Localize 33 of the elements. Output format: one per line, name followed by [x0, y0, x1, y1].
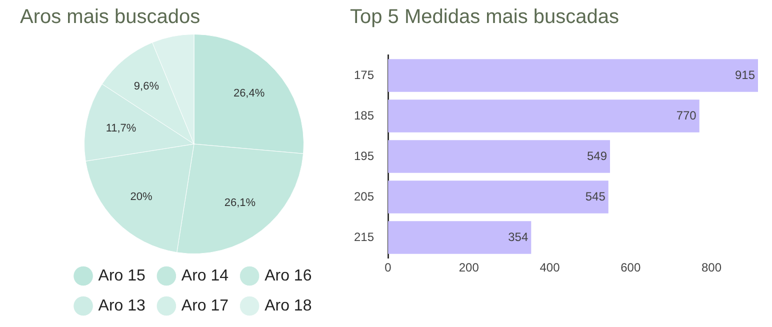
- data-label: 26,1%: [224, 196, 256, 209]
- bar: [388, 100, 700, 132]
- legend-label: Aro 15: [98, 267, 146, 284]
- bar: [388, 180, 608, 214]
- data-label: 915: [734, 68, 756, 82]
- legend-label: Aro 14: [181, 267, 229, 284]
- data-label: 26,4%: [233, 88, 265, 100]
- x-tick-label: 200: [458, 260, 480, 274]
- chart-title: Top 5 Medidas mais buscadas: [349, 5, 620, 30]
- x-tick-label: 800: [701, 260, 722, 274]
- y-tick-label: 185: [354, 108, 374, 122]
- y-tick-label: 175: [354, 68, 374, 82]
- legend-label: Aro 16: [264, 267, 312, 284]
- bar: [388, 140, 610, 173]
- legend-label: Aro 17: [181, 297, 229, 314]
- chart-title: Aros mais buscados: [19, 5, 202, 30]
- x-tick-label: 400: [540, 260, 560, 274]
- data-label: 549: [586, 148, 608, 163]
- y-tick-label: 215: [354, 230, 374, 244]
- data-label: 545: [585, 189, 606, 204]
- y-tick-label: 195: [354, 148, 374, 163]
- x-tick-label: 0: [384, 260, 392, 274]
- legend-label: Aro 13: [98, 297, 146, 314]
- data-label: 354: [508, 230, 528, 244]
- y-tick-label: 205: [354, 189, 374, 204]
- data-label: 20%: [130, 190, 152, 203]
- bar: [388, 221, 532, 254]
- bar: [388, 59, 758, 92]
- data-label: 11,7%: [106, 122, 136, 134]
- legend-label: Aro 18: [264, 297, 312, 314]
- x-tick-label: 600: [620, 260, 641, 274]
- data-label: 770: [676, 108, 697, 122]
- data-label: 9,6%: [134, 80, 160, 93]
